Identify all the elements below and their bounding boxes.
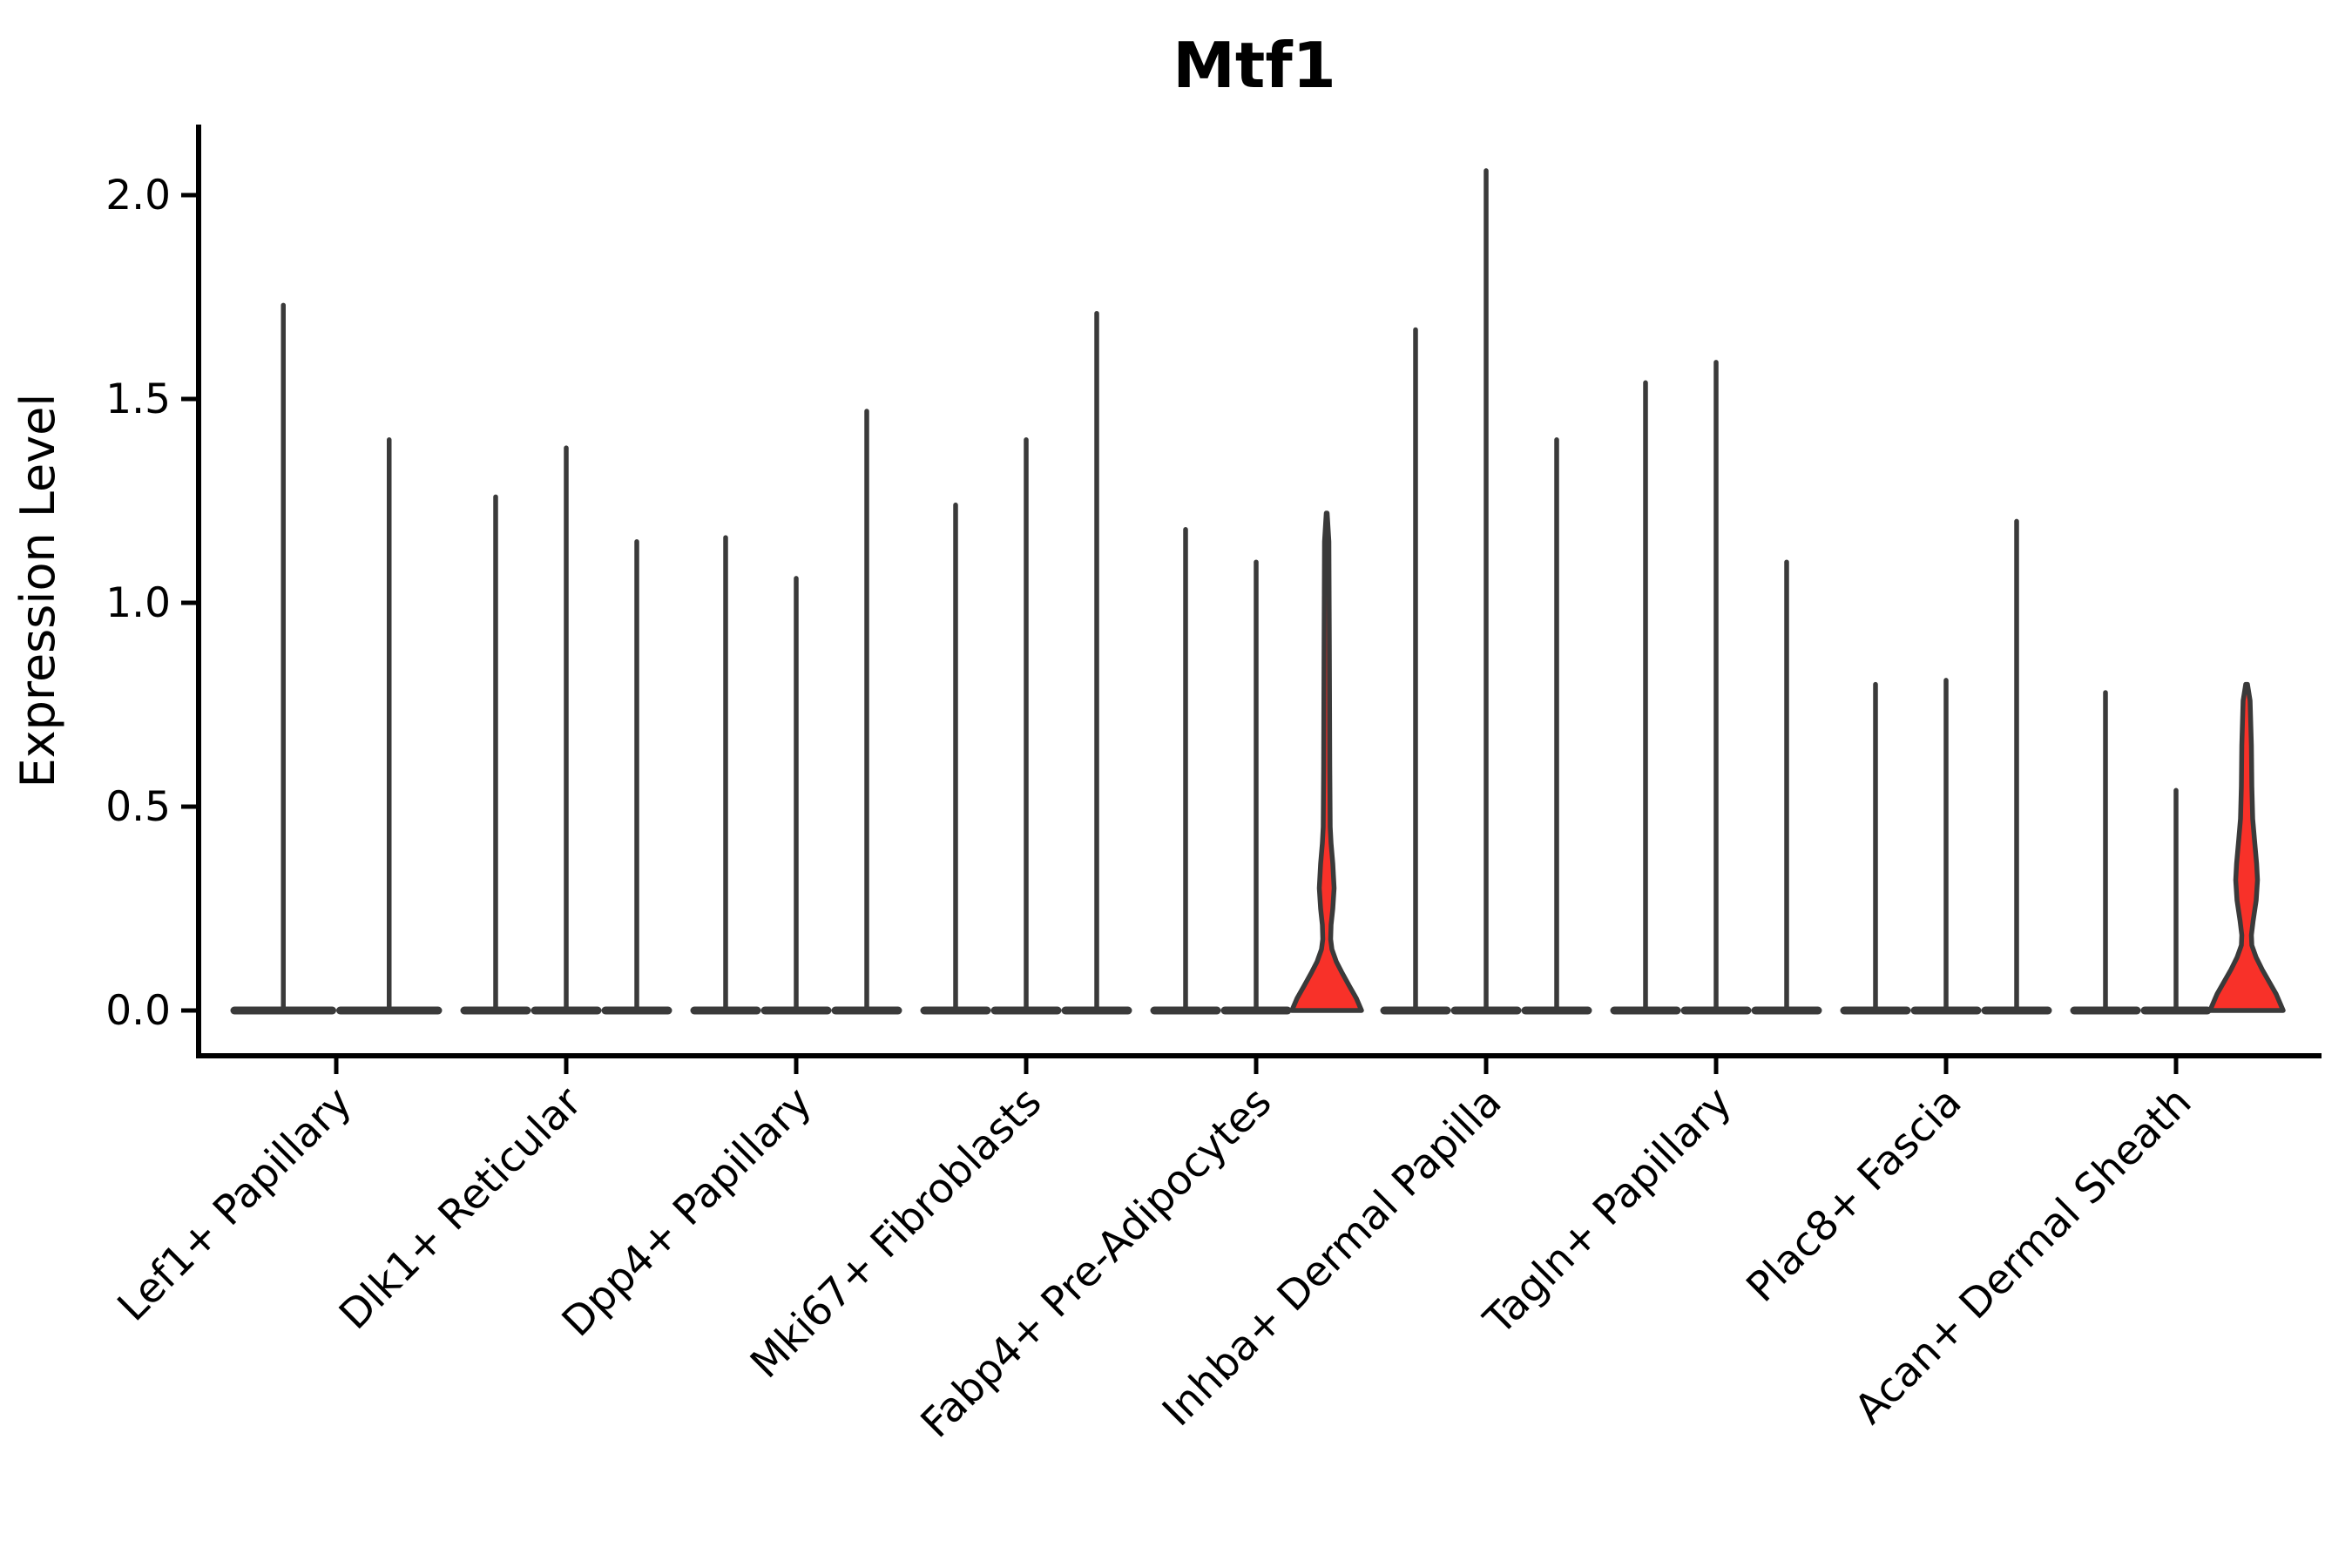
x-tick-label: Lef1+ Papillary bbox=[109, 1078, 362, 1331]
violin-base bbox=[460, 1006, 531, 1015]
violin-base bbox=[1521, 1006, 1592, 1015]
violin-base bbox=[2140, 1006, 2212, 1015]
x-tick-label: Dlk1+ Reticular bbox=[330, 1078, 591, 1339]
x-tick-label: Dpp4+ Papillary bbox=[553, 1078, 821, 1347]
plot-title: Mtf1 bbox=[1173, 29, 1336, 102]
y-axis-label: Expression Level bbox=[10, 394, 65, 788]
violin-base bbox=[1380, 1006, 1451, 1015]
highlighted-violin bbox=[2207, 681, 2286, 1013]
violin-base bbox=[760, 1006, 832, 1015]
violin-base bbox=[1150, 1006, 1221, 1015]
x-tick-label: Plac8+ Fascia bbox=[1738, 1078, 1971, 1312]
y-tick-label: 0.0 bbox=[105, 987, 171, 1035]
violin-base bbox=[336, 1006, 443, 1015]
violin-base bbox=[1450, 1006, 1522, 1015]
y-tick-label: 1.0 bbox=[105, 579, 171, 627]
violin-base bbox=[920, 1006, 991, 1015]
violin-base bbox=[1981, 1006, 2052, 1015]
violin-base bbox=[1220, 1006, 1292, 1015]
y-tick-label: 2.0 bbox=[105, 172, 171, 220]
violin-base bbox=[990, 1006, 1062, 1015]
y-tick-label: 0.5 bbox=[105, 783, 171, 831]
violin-base bbox=[531, 1006, 602, 1015]
violin-base bbox=[1610, 1006, 1681, 1015]
violin-base bbox=[1751, 1006, 1822, 1015]
violin-base bbox=[831, 1006, 902, 1015]
highlighted-violin bbox=[1289, 510, 1364, 1013]
violin-base bbox=[230, 1006, 336, 1015]
violin-base bbox=[1680, 1006, 1752, 1015]
violin-base bbox=[1910, 1006, 1982, 1015]
violin-base bbox=[601, 1006, 672, 1015]
violin-base bbox=[690, 1006, 761, 1015]
violin-base bbox=[1061, 1006, 1132, 1015]
violin-base bbox=[2070, 1006, 2141, 1015]
violin-base bbox=[1840, 1006, 1911, 1015]
x-tick-label: Tagln+ Papillary bbox=[1475, 1078, 1741, 1345]
y-tick-label: 1.5 bbox=[105, 375, 171, 423]
